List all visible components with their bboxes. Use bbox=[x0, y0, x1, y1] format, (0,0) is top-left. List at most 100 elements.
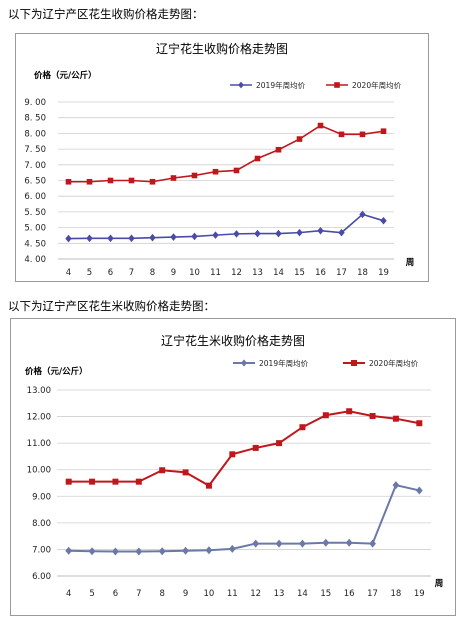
data-point bbox=[276, 440, 283, 447]
data-point bbox=[88, 547, 96, 556]
y-tick-label: 8. 00 bbox=[24, 129, 46, 139]
data-point bbox=[158, 547, 166, 556]
data-point bbox=[275, 146, 282, 153]
x-axis-label: 周 bbox=[435, 578, 444, 589]
data-point bbox=[205, 482, 212, 489]
x-tick-label: 10 bbox=[189, 268, 200, 278]
data-point bbox=[369, 539, 376, 548]
y-tick-label: 6. 00 bbox=[24, 192, 46, 202]
data-point bbox=[322, 412, 329, 419]
data-point bbox=[252, 444, 259, 451]
x-tick-label: 17 bbox=[336, 268, 347, 278]
y-tick-label: 12.00 bbox=[27, 413, 51, 423]
y-tick-label: 6.00 bbox=[32, 572, 51, 582]
data-point bbox=[65, 546, 73, 555]
data-point bbox=[212, 168, 219, 175]
data-point bbox=[135, 547, 143, 556]
data-point bbox=[107, 177, 114, 184]
legend-swatch-marker bbox=[238, 81, 244, 89]
data-point bbox=[149, 178, 156, 185]
x-tick-label: 12 bbox=[250, 589, 261, 599]
y-tick-label: 6. 50 bbox=[24, 177, 46, 187]
data-point bbox=[89, 478, 96, 485]
data-point bbox=[182, 546, 189, 555]
data-point bbox=[65, 234, 72, 243]
x-tick-label: 7 bbox=[129, 268, 134, 278]
data-point bbox=[317, 122, 324, 129]
data-point bbox=[317, 226, 324, 235]
data-point bbox=[65, 478, 72, 485]
x-tick-label: 15 bbox=[320, 589, 331, 599]
data-point bbox=[170, 233, 177, 241]
data-point bbox=[296, 136, 303, 142]
data-point bbox=[170, 175, 177, 181]
intro-text-peanut: 以下为辽宁产区花生收购价格走势图： bbox=[8, 7, 204, 21]
data-point bbox=[205, 546, 213, 555]
data-point bbox=[380, 128, 387, 135]
x-tick-label: 8 bbox=[150, 268, 155, 278]
data-point bbox=[369, 413, 376, 420]
x-tick-label: 13 bbox=[252, 268, 263, 278]
legend-label: 2020年周均价 bbox=[352, 80, 402, 90]
data-point bbox=[254, 155, 261, 162]
data-point bbox=[182, 469, 189, 476]
x-tick-label: 16 bbox=[344, 589, 355, 599]
data-point bbox=[128, 234, 135, 243]
data-point bbox=[233, 230, 240, 238]
x-tick-label: 5 bbox=[89, 589, 94, 599]
data-point bbox=[229, 451, 236, 458]
legend-label: 2019年周均价 bbox=[256, 80, 306, 90]
intro-text-peanut-kernel: 以下为辽宁产区花生米收购价格走势图： bbox=[8, 299, 215, 313]
y-tick-label: 7. 00 bbox=[24, 161, 46, 171]
x-tick-label: 4 bbox=[66, 268, 71, 278]
series-line-2020 bbox=[68, 124, 384, 183]
y-tick-label: 13.00 bbox=[27, 386, 51, 396]
y-tick-label: 4. 50 bbox=[24, 239, 46, 249]
chart-title: 辽宁花生米收购价格走势图 bbox=[161, 333, 305, 348]
x-tick-label: 14 bbox=[297, 589, 308, 599]
data-point bbox=[86, 178, 93, 185]
legend-label: 2020年周均价 bbox=[369, 358, 419, 368]
y-tick-label: 4. 00 bbox=[24, 255, 46, 265]
peanut-kernel-price-chart: 辽宁花生米收购价格走势图 价格（元/公斤） 6.00 7.00 8.00 9.00 10.0… bbox=[10, 318, 456, 616]
data-point bbox=[252, 539, 260, 548]
x-tick-label: 4 bbox=[66, 589, 71, 599]
data-point bbox=[392, 481, 400, 490]
legend-swatch-marker bbox=[351, 360, 357, 366]
data-point bbox=[212, 231, 219, 239]
data-point bbox=[275, 539, 283, 548]
y-tick-label: 8.00 bbox=[32, 519, 51, 529]
data-point bbox=[380, 216, 387, 225]
x-tick-label: 18 bbox=[357, 268, 368, 278]
data-point bbox=[345, 538, 353, 547]
data-point bbox=[191, 172, 198, 179]
x-tick-label: 6 bbox=[108, 268, 113, 278]
y-tick-label: 9.00 bbox=[32, 492, 51, 502]
data-point bbox=[359, 210, 366, 219]
data-point bbox=[299, 424, 306, 431]
x-tick-label: 10 bbox=[204, 589, 215, 599]
x-tick-label: 15 bbox=[294, 268, 305, 278]
series-line-2019 bbox=[68, 483, 420, 553]
legend-swatch-marker bbox=[241, 359, 247, 367]
x-tick-label: 17 bbox=[367, 589, 378, 599]
y-tick-label: 11.00 bbox=[27, 439, 51, 449]
x-tick-label: 11 bbox=[227, 589, 238, 599]
data-point bbox=[135, 478, 142, 485]
x-tick-label: 19 bbox=[414, 589, 425, 599]
data-point bbox=[299, 539, 306, 548]
data-point bbox=[191, 232, 198, 241]
x-tick-label: 18 bbox=[391, 589, 402, 599]
data-point bbox=[338, 131, 345, 138]
data-point bbox=[359, 131, 366, 138]
data-point bbox=[228, 544, 236, 553]
data-point bbox=[275, 229, 282, 238]
series-line-2020 bbox=[68, 410, 420, 487]
y-tick-label: 9. 00 bbox=[24, 98, 46, 108]
data-point bbox=[86, 234, 93, 243]
x-tick-label: 5 bbox=[87, 268, 92, 278]
y-tick-label: 5. 00 bbox=[24, 224, 46, 234]
x-axis-label: 周 bbox=[406, 257, 415, 268]
